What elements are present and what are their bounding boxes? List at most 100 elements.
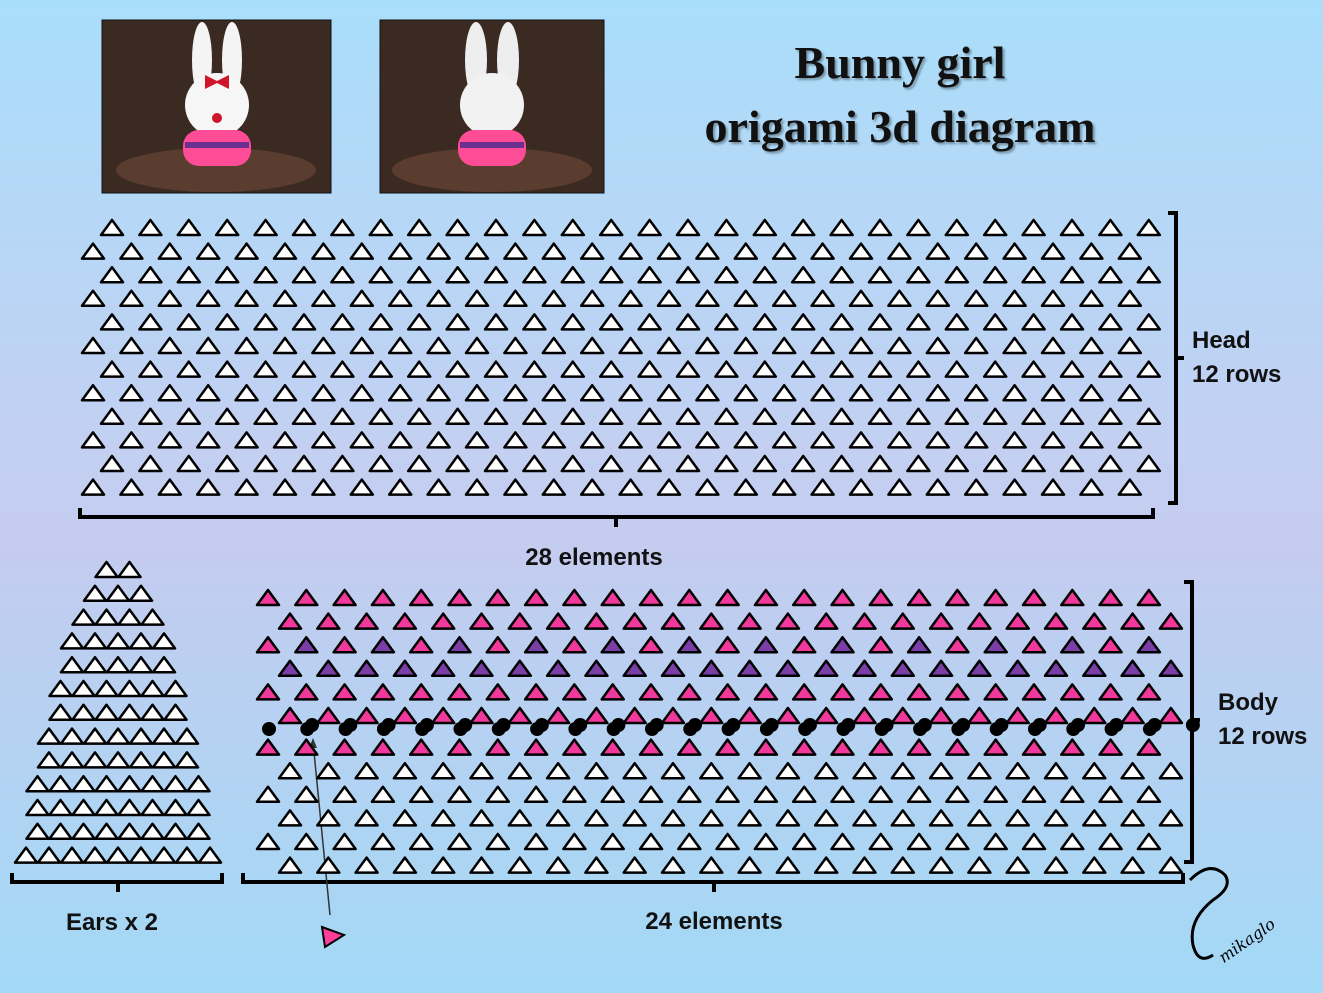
element: [277, 659, 303, 678]
element: [272, 336, 298, 355]
element: [408, 635, 434, 654]
element: [1079, 336, 1104, 355]
element: [830, 635, 855, 654]
element: [1098, 218, 1123, 237]
element: [503, 478, 528, 496]
body-count-bracket: [241, 873, 1185, 892]
element: [790, 454, 816, 473]
element: [277, 761, 303, 780]
element: [867, 265, 893, 284]
element: [887, 431, 912, 449]
element: [291, 407, 317, 426]
element: [277, 856, 303, 874]
element: [408, 588, 434, 607]
element: [868, 635, 894, 654]
element: [117, 608, 142, 626]
element: [117, 798, 142, 817]
element: [99, 313, 125, 331]
element: [157, 431, 183, 449]
element: [867, 407, 893, 426]
element: [715, 588, 740, 607]
element: [117, 703, 142, 722]
element: [660, 612, 686, 630]
element: [522, 360, 547, 378]
element: [214, 265, 240, 284]
element: [622, 761, 647, 780]
element: [1098, 738, 1123, 756]
element: [983, 785, 1008, 804]
element: [848, 289, 874, 308]
element: [94, 703, 119, 722]
element: [852, 761, 877, 780]
element: [176, 407, 202, 426]
element: [507, 761, 533, 780]
element: [1021, 313, 1046, 331]
element: [638, 635, 664, 654]
element: [622, 706, 647, 725]
element: [830, 588, 855, 607]
marker-dot: [300, 722, 315, 736]
element: [714, 454, 739, 473]
element: [392, 706, 418, 725]
marker-dot: [721, 722, 736, 736]
element: [1040, 478, 1066, 496]
element: [771, 478, 797, 496]
pink-element: [320, 925, 347, 949]
element: [445, 265, 470, 284]
element: [1082, 706, 1107, 725]
element: [1136, 360, 1162, 378]
element: [71, 774, 96, 793]
marker-dot: [568, 722, 583, 736]
element: [332, 738, 357, 756]
element: [445, 313, 470, 331]
element: [775, 659, 801, 678]
element: [117, 822, 142, 841]
element: [906, 360, 931, 378]
element: [128, 584, 154, 603]
element: [733, 431, 759, 449]
element: [656, 431, 682, 449]
element: [982, 454, 1008, 473]
element: [1043, 761, 1069, 780]
element: [1158, 612, 1184, 630]
element: [105, 751, 131, 769]
element: [370, 635, 396, 654]
element: [354, 612, 379, 630]
element: [426, 242, 451, 260]
element: [963, 336, 989, 355]
element: [1082, 612, 1107, 630]
element: [138, 313, 163, 331]
element: [699, 761, 724, 780]
element: [99, 265, 125, 284]
element: [1079, 431, 1104, 449]
element: [906, 218, 931, 237]
element: [464, 431, 490, 449]
element: [408, 832, 434, 851]
element: [1021, 785, 1047, 804]
element: [677, 785, 702, 804]
body-label: Body: [1218, 689, 1279, 716]
element: [584, 809, 609, 827]
element: [140, 822, 165, 841]
element: [368, 407, 394, 426]
element: [1120, 809, 1145, 827]
element: [675, 313, 701, 331]
element: [545, 612, 571, 630]
element: [928, 706, 954, 725]
element: [426, 336, 451, 355]
element: [737, 706, 762, 725]
element: [637, 360, 662, 378]
element: [94, 560, 119, 579]
element: [771, 242, 797, 260]
element: [387, 289, 413, 308]
element: [829, 265, 854, 284]
element: [483, 265, 509, 284]
element: [163, 703, 188, 722]
element: [1005, 761, 1030, 780]
element: [253, 313, 278, 331]
element: [1040, 336, 1066, 355]
element: [541, 289, 567, 308]
element: [330, 407, 355, 426]
element: [138, 265, 163, 284]
element: [1002, 431, 1027, 449]
